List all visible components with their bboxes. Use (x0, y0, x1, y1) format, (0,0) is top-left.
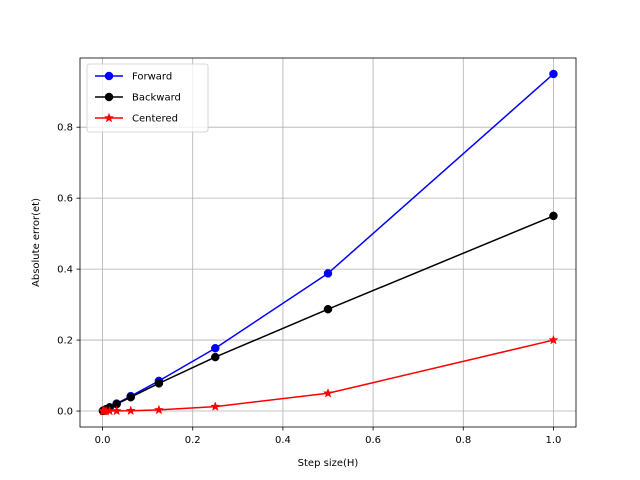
legend-label: Forward (132, 72, 172, 83)
data-point (210, 401, 221, 411)
legend-swatch-marker (104, 71, 114, 81)
data-point (211, 343, 220, 353)
plot-frame (79, 57, 577, 428)
series-centered (97, 334, 559, 416)
legend-swatch-marker (104, 92, 114, 102)
legend-label: Backward (132, 93, 181, 104)
data-point (125, 405, 136, 416)
x-tick-label: 0.0 (95, 435, 111, 446)
series-layer (97, 69, 559, 416)
legend-box (86, 63, 209, 133)
legend-item: Backward (95, 93, 181, 104)
data-point (97, 405, 109, 416)
y-tick-label: 0.4 (57, 265, 73, 276)
legend-label: Centered (132, 114, 178, 125)
data-point (126, 392, 135, 402)
legend-item: Centered (95, 112, 178, 125)
data-point (549, 211, 558, 221)
x-tick-label: 0.6 (365, 435, 381, 446)
data-point (323, 269, 333, 278)
data-point (548, 334, 559, 345)
y-tick-label: 0.8 (57, 123, 73, 134)
data-point (154, 379, 164, 388)
x-tick-label: 0.2 (185, 435, 201, 446)
x-tick-label: 0.8 (455, 435, 471, 446)
y-tick-label: 0.6 (57, 194, 73, 205)
legend-swatch-marker (103, 112, 115, 123)
y-tick-label: 0.0 (57, 407, 73, 418)
ticks: 0.0 0.2 0.4 0.6 0.8 1.0 0.0 0.2 0.4 0.6 0.8 (57, 123, 561, 446)
legend: Forward Backward Centered (86, 63, 209, 133)
x-tick-label: 0.4 (275, 435, 291, 446)
data-point (322, 387, 334, 398)
data-point (153, 404, 164, 415)
legend-item: Forward (95, 72, 172, 83)
data-point (323, 304, 333, 314)
x-tick-label: 1.0 (546, 435, 562, 446)
series-backward (98, 211, 558, 416)
y-tick-label: 0.2 (57, 336, 73, 347)
x-axis-label: Step size(H) (298, 458, 359, 469)
series-line (102, 339, 554, 412)
y-axis-label: Absolute error(et) (31, 198, 42, 287)
data-point (549, 69, 558, 79)
data-point (211, 352, 220, 362)
